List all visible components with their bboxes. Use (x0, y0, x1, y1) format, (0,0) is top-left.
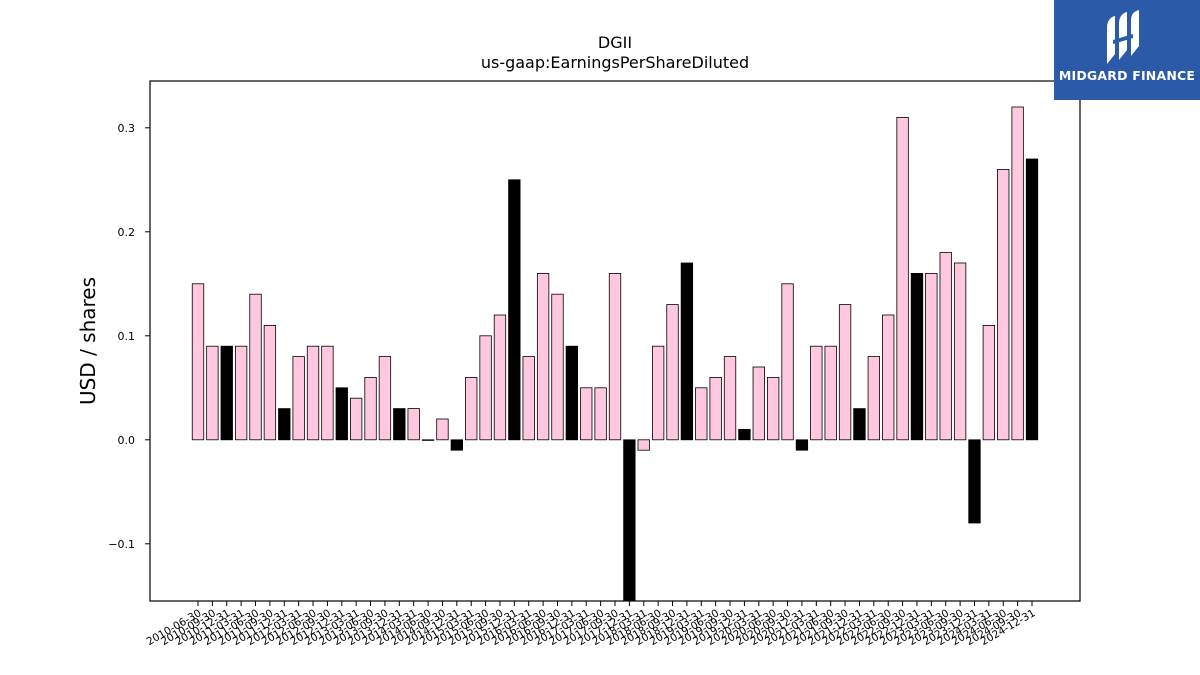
bar-2020-12-31 (795, 439, 809, 451)
bar-2019-03-31 (695, 387, 708, 441)
bar-2012-06-30 (306, 345, 320, 441)
bar-2024-06-30 (997, 168, 1010, 441)
bar-2017-06-30 (594, 387, 607, 441)
bar-2016-12-31 (565, 345, 579, 441)
y-tick-label: 0.1 (118, 330, 136, 343)
chart-subtitle: us-gaap:EarningsPerShareDiluted (480, 53, 750, 72)
bar-2012-09-30 (321, 345, 334, 441)
bar-2016-06-30 (536, 272, 550, 441)
x-axis: 2010-06-302010-09-302010-12-312011-03-31… (145, 601, 1038, 648)
bar-2017-09-30 (608, 272, 622, 441)
bar-2018-06-30 (651, 345, 665, 441)
y-axis: −0.1 0.0 0.1 0.2 0.3 (108, 122, 150, 551)
bar-2010-06-30 (191, 283, 205, 441)
bar-2011-09-30 (263, 324, 277, 441)
bar-2024-03-31 (982, 324, 996, 441)
bar-2011-03-31 (234, 345, 248, 441)
bar-2017-03-31 (580, 387, 593, 441)
bar-2021-12-31 (853, 408, 866, 441)
chart-title: DGII (597, 33, 633, 52)
bar-2021-03-31 (810, 345, 823, 441)
bar-2022-03-31 (867, 356, 880, 441)
bar-2024-12-31 (1025, 158, 1039, 441)
bar-2020-03-31 (752, 366, 765, 441)
bar-2024-09-30 (1011, 106, 1024, 441)
bar-2013-03-31 (350, 397, 363, 441)
bar-2022-12-31 (910, 272, 924, 441)
brand-logo: MIDGARD FINANCE (1054, 0, 1200, 100)
bar-2013-12-31 (393, 408, 406, 441)
bar-2012-12-31 (335, 387, 348, 441)
bar-2013-06-30 (364, 376, 377, 441)
bar-2015-06-30 (479, 335, 492, 441)
bar-2019-06-30 (709, 376, 722, 441)
bar-2014-09-30 (436, 418, 449, 441)
logo-icon (1107, 10, 1139, 64)
y-tick-label: 0.0 (118, 434, 136, 447)
bar-2022-09-30 (896, 117, 909, 441)
y-tick-label: 0.3 (118, 122, 136, 135)
bar-2014-03-31 (407, 408, 420, 441)
bar-2014-12-31 (450, 439, 463, 451)
bar-2011-06-30 (249, 293, 262, 441)
bar-2019-12-31 (738, 428, 751, 441)
bar-2020-06-30 (767, 376, 780, 441)
bar-2013-09-30 (378, 356, 392, 441)
bar-2015-03-31 (465, 376, 478, 441)
bar-2020-09-30 (781, 283, 794, 441)
bar-2023-03-31 (925, 272, 938, 441)
y-tick-label: −0.1 (108, 538, 135, 551)
bar-2018-03-31 (637, 439, 650, 451)
bar-2016-09-30 (551, 293, 564, 441)
bar-2018-09-30 (666, 304, 679, 441)
bar-2023-06-30 (939, 252, 952, 441)
bar-2021-06-30 (824, 345, 837, 441)
logo-wordmark: MIDGARD FINANCE (1058, 68, 1196, 83)
bar-2023-12-31 (968, 439, 981, 524)
y-tick-label: 0.2 (118, 226, 136, 239)
bar-2012-03-31 (292, 356, 305, 441)
bar-2016-03-31 (522, 356, 535, 441)
bar-series (191, 106, 1039, 602)
bar-2015-09-30 (493, 314, 507, 441)
bar-2011-12-31 (278, 408, 291, 441)
bar-2014-06-30 (421, 439, 435, 441)
bar-2019-09-30 (723, 356, 737, 441)
plot-frame (149, 80, 1081, 602)
bar-2010-12-31 (220, 345, 233, 441)
bar-2022-06-30 (882, 314, 895, 441)
bar-2023-09-30 (953, 262, 967, 441)
bar-2010-09-30 (206, 345, 219, 441)
bar-2018-12-31 (680, 262, 694, 441)
bar-2017-12-31 (623, 439, 636, 602)
bar-2015-12-31 (508, 179, 521, 441)
bar-2021-09-30 (838, 304, 852, 441)
